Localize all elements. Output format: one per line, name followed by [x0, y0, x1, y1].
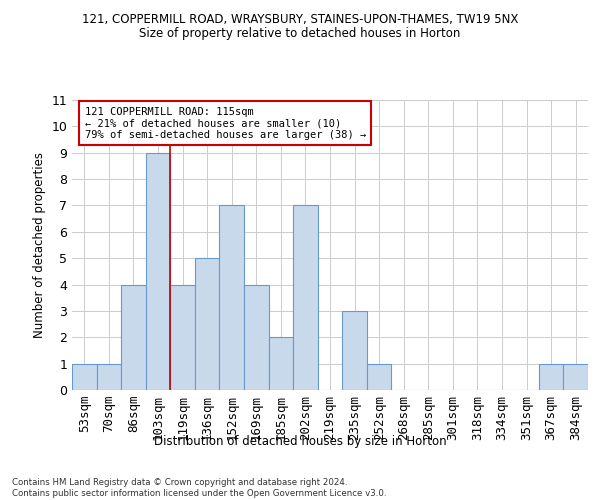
Bar — [539, 364, 563, 390]
Text: Size of property relative to detached houses in Horton: Size of property relative to detached ho… — [139, 28, 461, 40]
Bar — [97, 364, 121, 390]
Bar — [269, 338, 293, 390]
Bar — [293, 206, 318, 390]
Bar — [563, 364, 588, 390]
Bar — [170, 284, 195, 390]
Bar — [220, 206, 244, 390]
Bar — [367, 364, 391, 390]
Bar — [244, 284, 269, 390]
Text: Distribution of detached houses by size in Horton: Distribution of detached houses by size … — [154, 435, 446, 448]
Text: 121 COPPERMILL ROAD: 115sqm
← 21% of detached houses are smaller (10)
79% of sem: 121 COPPERMILL ROAD: 115sqm ← 21% of det… — [85, 106, 366, 140]
Bar — [146, 152, 170, 390]
Bar — [195, 258, 220, 390]
Y-axis label: Number of detached properties: Number of detached properties — [33, 152, 46, 338]
Text: Contains HM Land Registry data © Crown copyright and database right 2024.
Contai: Contains HM Land Registry data © Crown c… — [12, 478, 386, 498]
Bar — [72, 364, 97, 390]
Bar — [121, 284, 146, 390]
Text: 121, COPPERMILL ROAD, WRAYSBURY, STAINES-UPON-THAMES, TW19 5NX: 121, COPPERMILL ROAD, WRAYSBURY, STAINES… — [82, 12, 518, 26]
Bar — [342, 311, 367, 390]
